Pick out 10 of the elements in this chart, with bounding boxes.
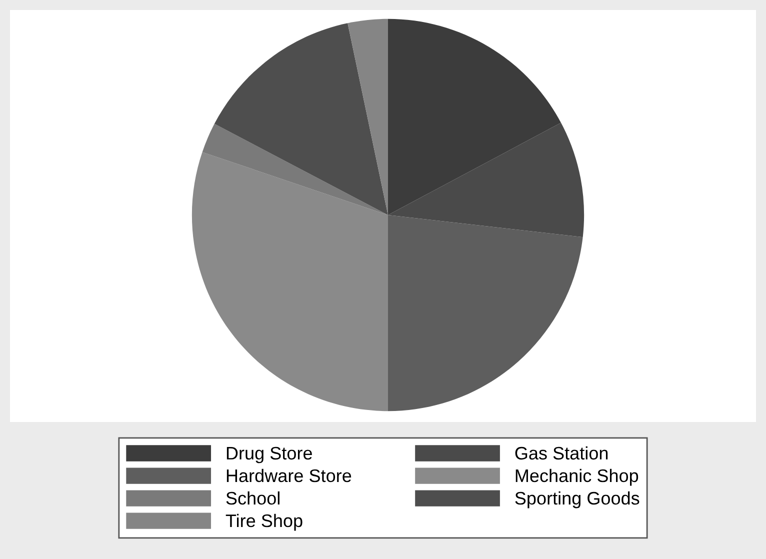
pie-slice — [388, 18, 561, 215]
legend-label: Mechanic Shop — [516, 468, 638, 486]
pie-slice — [388, 215, 583, 412]
legend-label: School — [226, 491, 280, 505]
legend-label: Sporting Goods — [515, 491, 640, 508]
pie-slice — [202, 124, 388, 215]
legend-label: Tire Shop — [226, 514, 302, 531]
legend-label: Hardware Store — [226, 468, 352, 482]
legend-label: Gas Station — [515, 446, 608, 460]
legend-label: Drug Store — [226, 446, 312, 464]
